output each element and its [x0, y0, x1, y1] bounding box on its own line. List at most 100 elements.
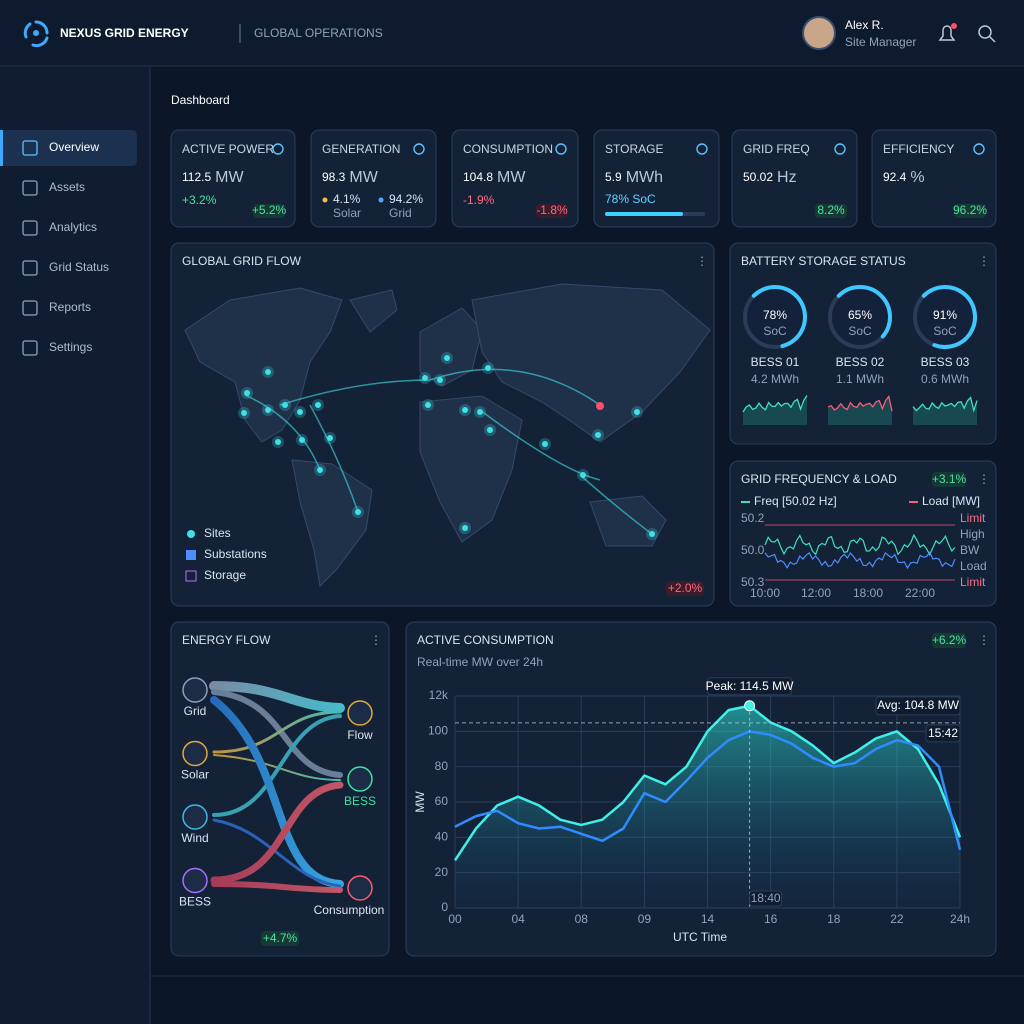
site [282, 402, 288, 408]
site [317, 467, 323, 473]
menu[interactable]: ⋮ [370, 633, 382, 647]
site [244, 390, 250, 396]
site [462, 407, 468, 413]
kpi-icon [413, 143, 425, 155]
y-tick-label: 60 [435, 794, 449, 808]
badge [954, 204, 986, 218]
peak-box [707, 677, 793, 696]
freq-trace [764, 533, 956, 557]
x-tick-label: 04 [511, 912, 525, 926]
section-name: GLOBAL OPERATIONS [254, 26, 383, 40]
flow-arcs [244, 368, 653, 535]
unit-name: BESS 01 [751, 355, 800, 369]
badge [932, 472, 966, 487]
y-label: 50.3 [741, 575, 765, 589]
site [444, 355, 450, 361]
badge [815, 204, 847, 218]
kpi-icon [272, 143, 284, 155]
site [241, 410, 247, 416]
kpi-label: GENERATION [322, 142, 400, 156]
x-tick-label: 22 [890, 912, 904, 926]
header-bar [0, 0, 1024, 66]
kpi-number: 50.02 [743, 170, 773, 184]
time-box [749, 890, 783, 907]
chart-title: ACTIVE CONSUMPTION [417, 633, 554, 647]
kpi-unit: MW [497, 169, 526, 186]
source-label: BESS [179, 895, 211, 909]
site [580, 472, 586, 478]
nav-item[interactable]: Settings [49, 340, 92, 354]
unit-name: BESS 02 [836, 355, 885, 369]
nav-item[interactable]: Reports [49, 300, 91, 314]
split-source: Solar [333, 206, 361, 220]
kpi-number: 104.8 [463, 170, 493, 184]
kpi-unit: MW [215, 169, 244, 186]
right-label: Load [960, 559, 987, 573]
site [327, 435, 333, 441]
badge-text: 96.2% [953, 203, 987, 217]
site [485, 365, 491, 371]
kpi-number: 112.5 [182, 170, 211, 184]
nav-item[interactable]: Assets [49, 180, 85, 194]
kpi-cards: ACTIVE POWER 112.5 MW +3.2% +5.2% GENERATION 9… [170, 129, 997, 228]
menu[interactable]: ⋮ [978, 633, 990, 647]
kpi-icon [555, 143, 567, 155]
notifications[interactable] [938, 23, 957, 41]
kpi-unit: Hz [777, 169, 797, 186]
nav-icon [22, 340, 38, 356]
kpi-change: -1.9% [463, 193, 495, 207]
average-box [875, 696, 961, 716]
legend-label: Substations [204, 547, 267, 561]
avatar[interactable] [802, 16, 836, 50]
sparkline [912, 396, 978, 413]
navigation: Overview Assets Analytics Grid Status Report… [22, 140, 109, 356]
sankey-links [209, 681, 345, 893]
nav-item[interactable]: Analytics [49, 220, 97, 234]
x-label: 22:00 [905, 586, 935, 600]
nav-item[interactable]: Grid Status [49, 260, 109, 274]
site [297, 409, 303, 415]
site [595, 432, 601, 438]
site [542, 441, 548, 447]
kpi-unit: MWh [626, 169, 663, 186]
cursor-box [925, 724, 961, 743]
x-label: 18:00 [853, 586, 883, 600]
peak-time: 18:40 [751, 891, 781, 905]
nav-icon [22, 140, 38, 156]
kpi-card [310, 129, 437, 228]
search[interactable] [978, 25, 996, 43]
unit-energy: 1.1 MWh [836, 372, 884, 386]
line [454, 730, 962, 851]
y-tick-label: 0 [441, 900, 448, 914]
nav-icon [22, 220, 38, 236]
x-tick-label: 09 [638, 912, 652, 926]
site [487, 427, 493, 433]
menu[interactable]: ⋮ [696, 254, 708, 268]
world-map [184, 283, 711, 588]
nav-item[interactable]: Overview [49, 140, 99, 154]
y-tick-label: 80 [435, 759, 449, 773]
page-title: Dashboard [171, 93, 230, 107]
gauge-value: 78% [763, 308, 787, 322]
peak-marker [744, 700, 756, 712]
nav-active [0, 130, 137, 166]
site [315, 402, 321, 408]
badge-text: +5.2% [252, 203, 287, 217]
legend-label: Load [MW] [922, 494, 980, 508]
badge [666, 581, 704, 596]
menu[interactable]: ⋮ [978, 472, 990, 486]
frequency-panel [729, 460, 997, 607]
site [265, 407, 271, 413]
y-label: 50.2 [741, 511, 765, 525]
nav-icon [22, 180, 38, 196]
kpi-value: 92.4% [883, 169, 925, 186]
x-tick-label: 16 [764, 912, 778, 926]
menu[interactable]: ⋮ [978, 254, 990, 268]
split-dot [378, 197, 384, 203]
y-tick-label: 40 [435, 830, 449, 844]
gauge-caption: SoC [763, 324, 787, 338]
kpi-change: +3.2% [182, 193, 217, 207]
kpi-value: 50.02 Hz [743, 169, 797, 186]
sparkline-fill [743, 395, 807, 425]
